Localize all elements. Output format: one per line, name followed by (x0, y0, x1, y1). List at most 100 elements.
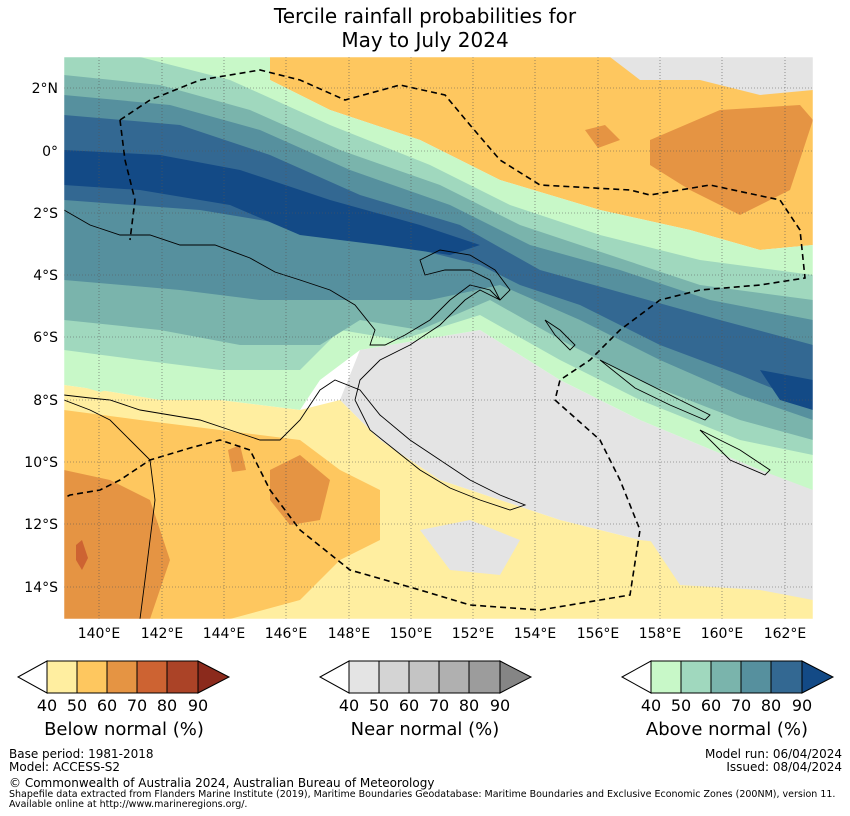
lon-label: 140°E (78, 626, 121, 642)
lat-label: 4°S (33, 268, 58, 284)
colorbar-swatch (166, 660, 199, 694)
colorbar-tick: 60 (399, 696, 419, 715)
below-normal-north-60b (585, 125, 620, 148)
lat-label: 6°S (33, 330, 58, 346)
model-run-text: Model run: 06/04/2024 (704, 747, 842, 761)
lat-label: 12°S (24, 517, 58, 533)
lon-label: 152°E (452, 626, 495, 642)
colorbar-swatch (106, 660, 138, 694)
above-normal-small-south (64, 370, 140, 392)
colorbar-ticks: 40 50 60 70 80 90 40 50 60 70 80 90 40 5… (37, 696, 812, 715)
lon-label: 142°E (141, 626, 184, 642)
lon-label: 160°E (701, 626, 744, 642)
below-normal-north-60 (650, 105, 813, 215)
colorbar-tick: 60 (97, 696, 117, 715)
colorbar-under-arrow (620, 660, 652, 694)
model-text: Model: ACCESS-S2 (9, 760, 121, 774)
colorbar-over-arrow (499, 660, 533, 694)
below-normal-south-60c (228, 445, 246, 472)
colorbar-under-arrow (16, 660, 48, 694)
lat-label: 8°S (33, 393, 58, 409)
colorbar-swatch (136, 660, 168, 694)
colorbar-below-normal (16, 660, 231, 694)
near-normal-far-south-patch2 (650, 530, 813, 600)
colorbar-over-arrow (801, 660, 835, 694)
colorbar-under-arrow (318, 660, 350, 694)
colorbar-label-near-normal: Near normal (%) (350, 719, 500, 740)
colorbar-tick: 60 (701, 696, 721, 715)
shapefile-credit-line1: Shapefile data extracted from Flanders M… (9, 789, 836, 800)
near-normal-south-patch (340, 330, 813, 560)
lat-labels: 2°N 0° 2°S 4°S 6°S 8°S 10°S 12°S 14°S (24, 81, 58, 596)
colorbar-swatch (680, 660, 712, 694)
lon-label: 146°E (265, 626, 308, 642)
shapefile-credit-line2: Available online at http://www.marinereg… (9, 799, 248, 810)
colorbar-tick: 80 (157, 696, 177, 715)
colorbar-label-below-normal: Below normal (%) (44, 719, 204, 740)
maritime-boundaries (64, 69, 806, 611)
colorbar-swatch (710, 660, 742, 694)
colorbar-swatch (770, 660, 803, 694)
copyright-text: © Commonwealth of Australia 2024, Austra… (9, 776, 435, 790)
near-normal-north-patch (610, 57, 813, 95)
colorbar-above-normal (620, 660, 835, 694)
colorbar-swatch (650, 660, 682, 694)
near-normal-far-south-patch (420, 520, 520, 575)
colorbar-over-arrow (197, 660, 231, 694)
lon-label: 148°E (328, 626, 371, 642)
colorbar-swatch (438, 660, 470, 694)
map-title-line1: Tercile rainfall probabilities for (273, 4, 577, 28)
lat-label: 14°S (24, 580, 58, 596)
colorbar-swatch (468, 660, 501, 694)
probability-field (64, 57, 813, 619)
above-normal-band-90 (64, 150, 480, 255)
new-guinea-coast (64, 209, 527, 511)
colorbar-near-normal (318, 660, 533, 694)
below-normal-south-70 (76, 540, 88, 570)
lon-label: 162°E (764, 626, 807, 642)
colorbar-tick: 40 (641, 696, 661, 715)
lon-label: 144°E (203, 626, 246, 642)
solomon-islands-coast (599, 359, 771, 476)
lat-label: 10°S (24, 455, 58, 471)
colorbar-tick: 80 (459, 696, 479, 715)
colorbar-tick: 70 (731, 696, 751, 715)
colorbar-tick: 50 (671, 696, 691, 715)
colorbar-tick: 70 (127, 696, 147, 715)
lat-label: 2°S (33, 206, 58, 222)
colorbar-tick: 40 (37, 696, 57, 715)
colorbar-tick: 50 (67, 696, 87, 715)
colorbar-swatch (378, 660, 410, 694)
colorbar-tick: 80 (761, 696, 781, 715)
colorbar-swatch (348, 660, 380, 694)
colorbar-tick: 50 (369, 696, 389, 715)
new-britain-coast (419, 249, 511, 301)
colorbar-swatch (76, 660, 108, 694)
colorbar-swatch (46, 660, 78, 694)
below-normal-south-60b (270, 455, 330, 525)
bougainville-coast (544, 319, 576, 351)
colorbar-tick: 90 (490, 696, 510, 715)
colorbar-tick: 40 (339, 696, 359, 715)
lon-label: 158°E (639, 626, 682, 642)
issued-text: Issued: 08/04/2024 (726, 760, 842, 774)
map-title-line2: May to July 2024 (341, 28, 509, 52)
colorbar-swatch (740, 660, 772, 694)
lat-label: 0° (42, 144, 58, 160)
colorbar-swatch (408, 660, 440, 694)
lon-label: 150°E (390, 626, 433, 642)
png-eez-boundary (64, 69, 806, 611)
colorbar-label-above-normal: Above normal (%) (645, 719, 809, 740)
colorbar-tick: 90 (792, 696, 812, 715)
colorbar-tick: 90 (188, 696, 208, 715)
lon-label: 154°E (514, 626, 557, 642)
lat-label: 2°N (32, 81, 58, 97)
lon-label: 156°E (577, 626, 620, 642)
base-period-text: Base period: 1981-2018 (9, 747, 154, 761)
lon-labels: 140°E 142°E 144°E 146°E 148°E 150°E 152°… (78, 626, 807, 642)
below-normal-south-60 (64, 470, 170, 619)
colorbar-tick: 70 (429, 696, 449, 715)
below-normal-north-region (270, 57, 813, 250)
png-west-boundary (119, 119, 136, 241)
